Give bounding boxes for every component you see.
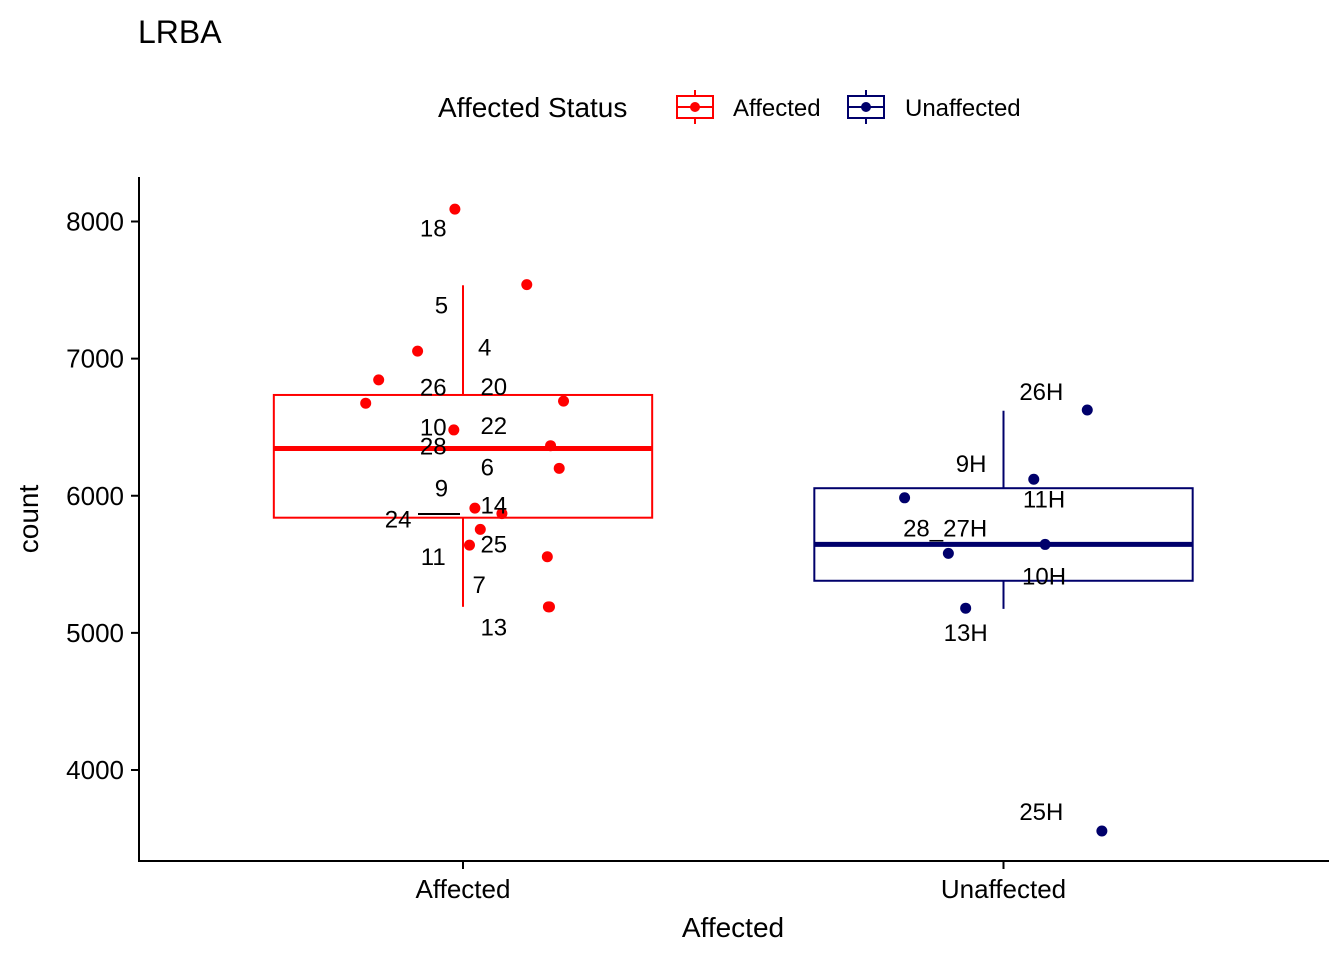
x-axis-ticks: Affected Unaffected <box>416 861 1066 904</box>
box-group-affected <box>272 203 654 613</box>
legend-key-affected: Affected <box>676 90 821 124</box>
point-label: 13 <box>480 615 507 642</box>
point-label: 14 <box>480 493 507 520</box>
legend-title: Affected Status <box>438 92 627 123</box>
legend: Affected Status Affected Unaffected <box>438 90 1021 124</box>
y-tick-label: 5000 <box>66 618 124 648</box>
point-label: 13H <box>944 620 988 647</box>
data-point <box>360 397 372 409</box>
y-tick-label: 6000 <box>66 481 124 511</box>
point-label: 28_27H <box>903 515 987 542</box>
legend-point <box>690 102 700 112</box>
x-tick-label: Affected <box>416 874 511 904</box>
point-label: 25 <box>480 532 507 559</box>
point-label: 26H <box>1019 379 1063 406</box>
plot-area: 18 5 4 26 20 10 22 28 6 9 24 14 25 11 7 13 26H 9H 11H 28_27… <box>272 203 1194 837</box>
y-axis-ticks: 4000 5000 6000 7000 8000 <box>66 207 139 785</box>
data-point <box>1028 473 1040 485</box>
data-point <box>469 502 481 514</box>
legend-key-unaffected: Unaffected <box>847 90 1021 124</box>
data-point <box>553 462 565 474</box>
point-labels: 18 5 4 26 20 10 22 28 6 9 24 14 25 11 7 13 26H 9H 11H 28_27… <box>385 216 1066 826</box>
data-point <box>521 279 533 291</box>
chart-title: LRBA <box>138 14 222 50</box>
point-label: 26 <box>420 375 447 402</box>
data-point <box>496 508 508 520</box>
point-label: 11 <box>421 544 446 571</box>
data-point <box>412 345 424 357</box>
point-label: 6 <box>481 454 494 481</box>
point-label: 20 <box>480 374 507 401</box>
y-tick-label: 4000 <box>66 755 124 785</box>
point-label: 18 <box>420 216 447 243</box>
data-point <box>1039 538 1051 550</box>
legend-label: Affected <box>733 95 821 122</box>
legend-label: Unaffected <box>905 95 1021 122</box>
y-tick-label: 8000 <box>66 207 124 237</box>
x-axis-title: Affected <box>682 912 784 943</box>
data-point <box>463 539 475 551</box>
data-point <box>448 424 460 436</box>
point-label: 10 <box>420 415 447 442</box>
data-point <box>474 523 486 535</box>
y-tick-label: 7000 <box>66 344 124 374</box>
data-point <box>960 602 972 614</box>
point-label: 7 <box>473 572 486 599</box>
data-point <box>942 547 954 559</box>
point-label: 5 <box>435 292 448 319</box>
x-tick-label: Unaffected <box>941 874 1066 904</box>
data-point <box>542 601 554 613</box>
point-label: 11H <box>1023 486 1065 513</box>
y-axis-title: count <box>13 485 44 554</box>
point-label: 4 <box>478 334 491 361</box>
point-label: 25H <box>1019 799 1063 826</box>
point-label: 22 <box>480 413 507 440</box>
data-point <box>373 374 385 386</box>
box-iqr <box>813 487 1194 582</box>
data-point <box>541 551 553 563</box>
point-label: 28 <box>420 434 447 461</box>
point-label: 9H <box>956 451 987 478</box>
data-point <box>545 440 557 452</box>
box-group-unaffected <box>813 404 1194 837</box>
data-point <box>1081 404 1093 416</box>
data-point <box>899 492 911 504</box>
data-point <box>558 395 570 407</box>
point-label: 10H <box>1022 563 1066 590</box>
data-point <box>1096 825 1108 837</box>
point-label: 24 <box>385 506 412 533</box>
legend-point <box>861 102 871 112</box>
box-iqr <box>272 393 654 519</box>
point-label: 9 <box>435 476 448 503</box>
data-point <box>449 203 461 215</box>
